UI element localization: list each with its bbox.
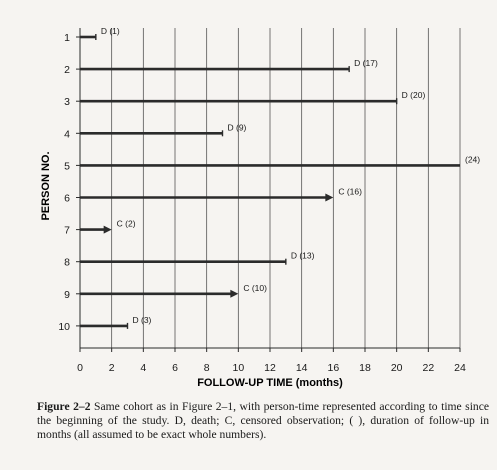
bar-label: D (3): [133, 315, 152, 325]
y-tick-label: 5: [64, 160, 70, 172]
y-tick-label: 8: [64, 257, 70, 269]
y-tick-label: 10: [58, 321, 70, 333]
censor-arrow: [325, 193, 334, 202]
y-axis-label: PERSON NO.: [40, 151, 52, 220]
bar-label: C (16): [338, 187, 362, 197]
follow-up-chart: D (1) D (17) D (20) D (9) (24) C (16) C (2) D (…: [40, 26, 480, 389]
bar-label: D (17): [354, 58, 378, 68]
censor-arrow: [230, 289, 239, 298]
bar-label: D (13): [291, 251, 315, 261]
x-tick-label: 2: [109, 362, 115, 374]
x-tick-label: 0: [77, 362, 83, 374]
bar-label: C (10): [243, 283, 267, 293]
bar-label: D (20): [402, 90, 426, 100]
x-tick-label: 4: [140, 362, 146, 374]
bar-label: C (2): [117, 219, 136, 229]
x-tick-label: 20: [391, 362, 403, 374]
gridlines: [111, 28, 461, 348]
bar-label: (24): [465, 154, 480, 164]
x-tick-label: 10: [232, 362, 244, 374]
censor-arrow: [103, 225, 112, 234]
x-tick-label: 16: [327, 362, 339, 374]
x-axis-label: FOLLOW-UP TIME (months): [197, 377, 343, 389]
x-tick-label: 12: [264, 362, 276, 374]
x-tick-label: 8: [204, 362, 210, 374]
y-tick-label: 1: [64, 32, 70, 44]
y-tick-label: 6: [64, 193, 70, 205]
x-tick-label: 6: [172, 362, 178, 374]
x-tick-label: 18: [359, 362, 371, 374]
x-tick-label: 14: [296, 362, 308, 374]
caption-text: Same cohort as in Figure 2–1, with perso…: [37, 400, 490, 442]
y-tick-label: 4: [64, 128, 70, 140]
y-tick-label: 7: [64, 225, 70, 237]
x-tick-label: 24: [454, 362, 466, 374]
caption-label: Figure 2–2: [37, 400, 91, 413]
y-tick-label: 9: [64, 289, 70, 301]
bars: D (1) D (17) D (20) D (9) (24) C (16) C (2) D (…: [80, 26, 480, 329]
bar-label: D (9): [228, 122, 247, 132]
x-tick-label: 22: [422, 362, 434, 374]
y-tick-label: 2: [64, 64, 70, 76]
figure-caption: Figure 2–2 Same cohort as in Figure 2–1,…: [37, 400, 489, 443]
y-tick-label: 3: [64, 96, 70, 108]
bar-label: D (1): [101, 26, 120, 36]
